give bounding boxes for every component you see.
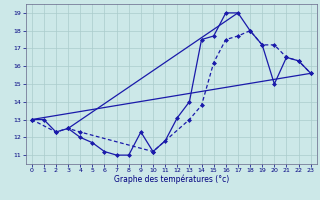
X-axis label: Graphe des températures (°c): Graphe des températures (°c) xyxy=(114,175,229,184)
